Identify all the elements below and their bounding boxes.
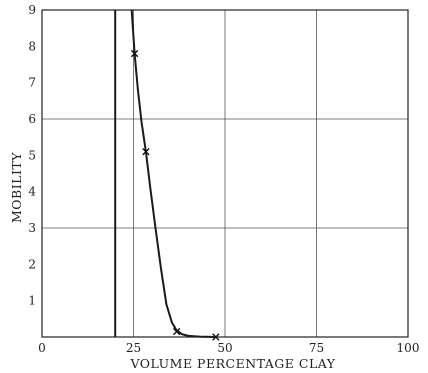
y-tick-label: 3 [28, 221, 36, 235]
series-layer [130, 9, 216, 338]
x-tick-label: 50 [217, 341, 232, 355]
marker-stroke [172, 327, 181, 336]
marker-stroke [142, 148, 150, 156]
x-tick-label: 0 [38, 341, 46, 355]
data-point-marker [172, 327, 181, 336]
x-tick-label: 75 [309, 341, 324, 355]
y-tick-label: 4 [28, 185, 36, 199]
y-tick-label: 8 [28, 39, 36, 53]
marker-stroke [130, 49, 139, 58]
plot-frame [41, 9, 409, 338]
y-tick-label: 6 [28, 112, 36, 126]
y-tick-label: 2 [28, 257, 36, 271]
data-point-marker [212, 333, 220, 341]
plot-border [41, 9, 409, 338]
y-tick-label: 9 [28, 3, 36, 17]
grid [42, 10, 408, 337]
marker-stroke [212, 333, 220, 341]
data-point-marker [142, 148, 150, 156]
y-tick-label: 5 [28, 148, 36, 162]
y-tick-label: 7 [28, 76, 36, 90]
data-point-marker [130, 49, 139, 58]
x-tick-labels: 0 25 50 75 100 [38, 341, 419, 355]
marker-layer [130, 49, 220, 341]
y-tick-label: 1 [28, 294, 36, 308]
x-tick-label: 100 [397, 341, 420, 355]
y-tick-labels: 1 2 3 4 5 6 7 8 9 [28, 3, 36, 308]
y-axis-label: MOBILITY [9, 152, 24, 223]
series-line [130, 9, 216, 338]
x-tick-label: 25 [126, 341, 141, 355]
x-axis-label: VOLUME PERCENTAGE CLAY [129, 356, 335, 371]
